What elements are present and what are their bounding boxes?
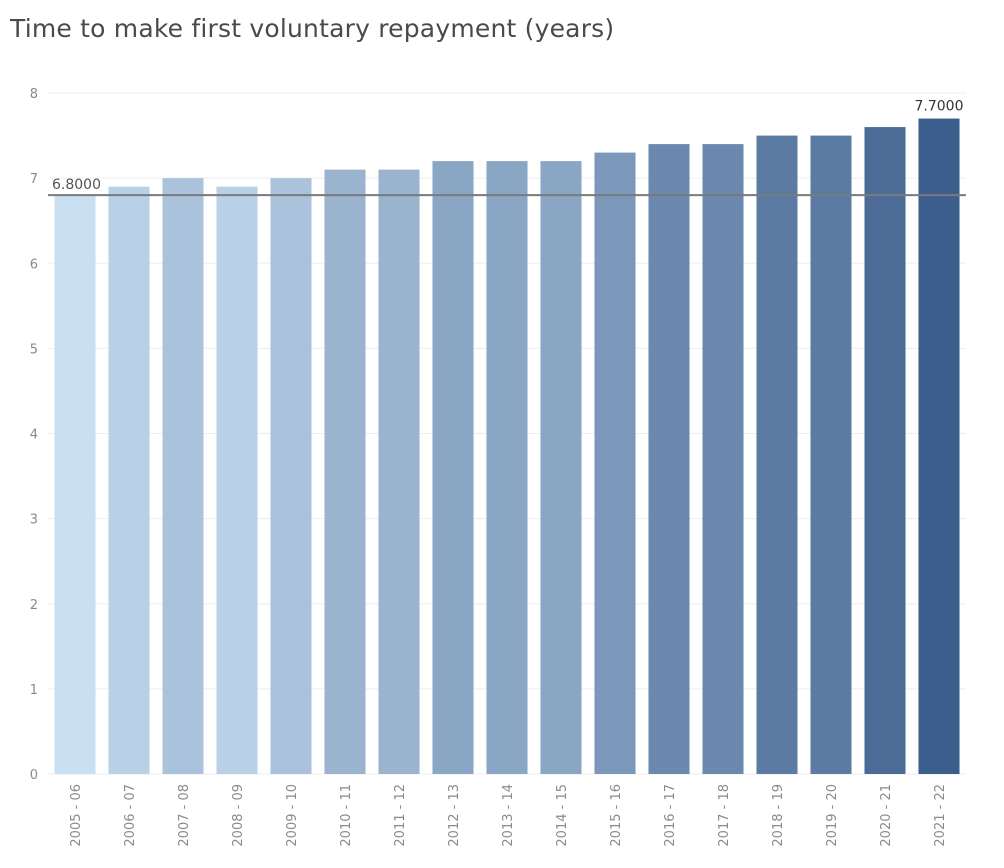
x-tick-label: 2019 - 20 xyxy=(825,784,840,847)
x-tick-label: 2006 - 07 xyxy=(123,784,138,847)
y-tick-label: 2 xyxy=(30,598,38,613)
bar-4[interactable] xyxy=(270,178,312,774)
bar-0[interactable] xyxy=(54,195,96,775)
x-tick-label: 2005 - 06 xyxy=(69,784,84,847)
bar-3[interactable] xyxy=(216,186,258,774)
data-labels: 7.7000 xyxy=(915,99,964,115)
x-tick-label: 2009 - 10 xyxy=(285,784,300,847)
bar-15[interactable] xyxy=(864,127,906,774)
x-axis-ticks: 2005 - 06 2006 - 07 2007 - 08 2008 - 09 2009… xyxy=(69,784,948,847)
reference-line-group: 6.8000 xyxy=(48,177,966,197)
y-tick-label: 1 xyxy=(30,683,38,698)
x-tick-label: 2017 - 18 xyxy=(717,784,732,847)
x-tick-label: 2012 - 13 xyxy=(447,784,462,847)
bar-14[interactable] xyxy=(810,135,852,774)
x-tick-label: 2011 - 12 xyxy=(393,784,408,847)
y-tick-label: 3 xyxy=(30,513,38,528)
reference-line-label: 6.8000 xyxy=(52,177,101,193)
bar-8[interactable] xyxy=(486,161,528,774)
x-tick-label: 2010 - 11 xyxy=(339,784,354,847)
x-tick-label: 2008 - 09 xyxy=(231,784,246,847)
x-tick-label: 2016 - 17 xyxy=(663,784,678,847)
y-tick-label: 4 xyxy=(30,428,38,443)
bar-13[interactable] xyxy=(756,135,798,774)
y-tick-label: 7 xyxy=(30,172,38,187)
y-tick-label: 8 xyxy=(30,87,38,102)
y-tick-label: 5 xyxy=(30,342,38,357)
bar-6[interactable] xyxy=(378,169,420,774)
bar-10[interactable] xyxy=(594,152,636,775)
x-tick-label: 2015 - 16 xyxy=(609,784,624,847)
bar-2[interactable] xyxy=(162,178,204,774)
bar-16[interactable] xyxy=(918,118,960,774)
x-tick-label: 2020 - 21 xyxy=(879,784,894,847)
y-axis-ticks: 0 1 2 3 4 5 6 7 8 xyxy=(30,87,38,783)
bars xyxy=(54,118,960,775)
chart-title: Time to make first voluntary repayment (… xyxy=(10,14,615,43)
bar-9[interactable] xyxy=(540,161,582,774)
x-tick-label: 2021 - 22 xyxy=(933,784,948,847)
bar-5[interactable] xyxy=(324,169,366,774)
bar-11[interactable] xyxy=(648,144,690,775)
bar-12[interactable] xyxy=(702,144,744,775)
x-tick-label: 2018 - 19 xyxy=(771,784,786,847)
bar-7[interactable] xyxy=(432,161,474,774)
x-tick-label: 2014 - 15 xyxy=(555,784,570,847)
max-value-label: 7.7000 xyxy=(915,99,964,115)
y-tick-label: 6 xyxy=(30,257,38,272)
y-tick-label: 0 xyxy=(30,768,38,783)
x-tick-label: 2007 - 08 xyxy=(177,784,192,847)
bar-1[interactable] xyxy=(108,186,150,774)
x-tick-label: 2013 - 14 xyxy=(501,784,516,847)
